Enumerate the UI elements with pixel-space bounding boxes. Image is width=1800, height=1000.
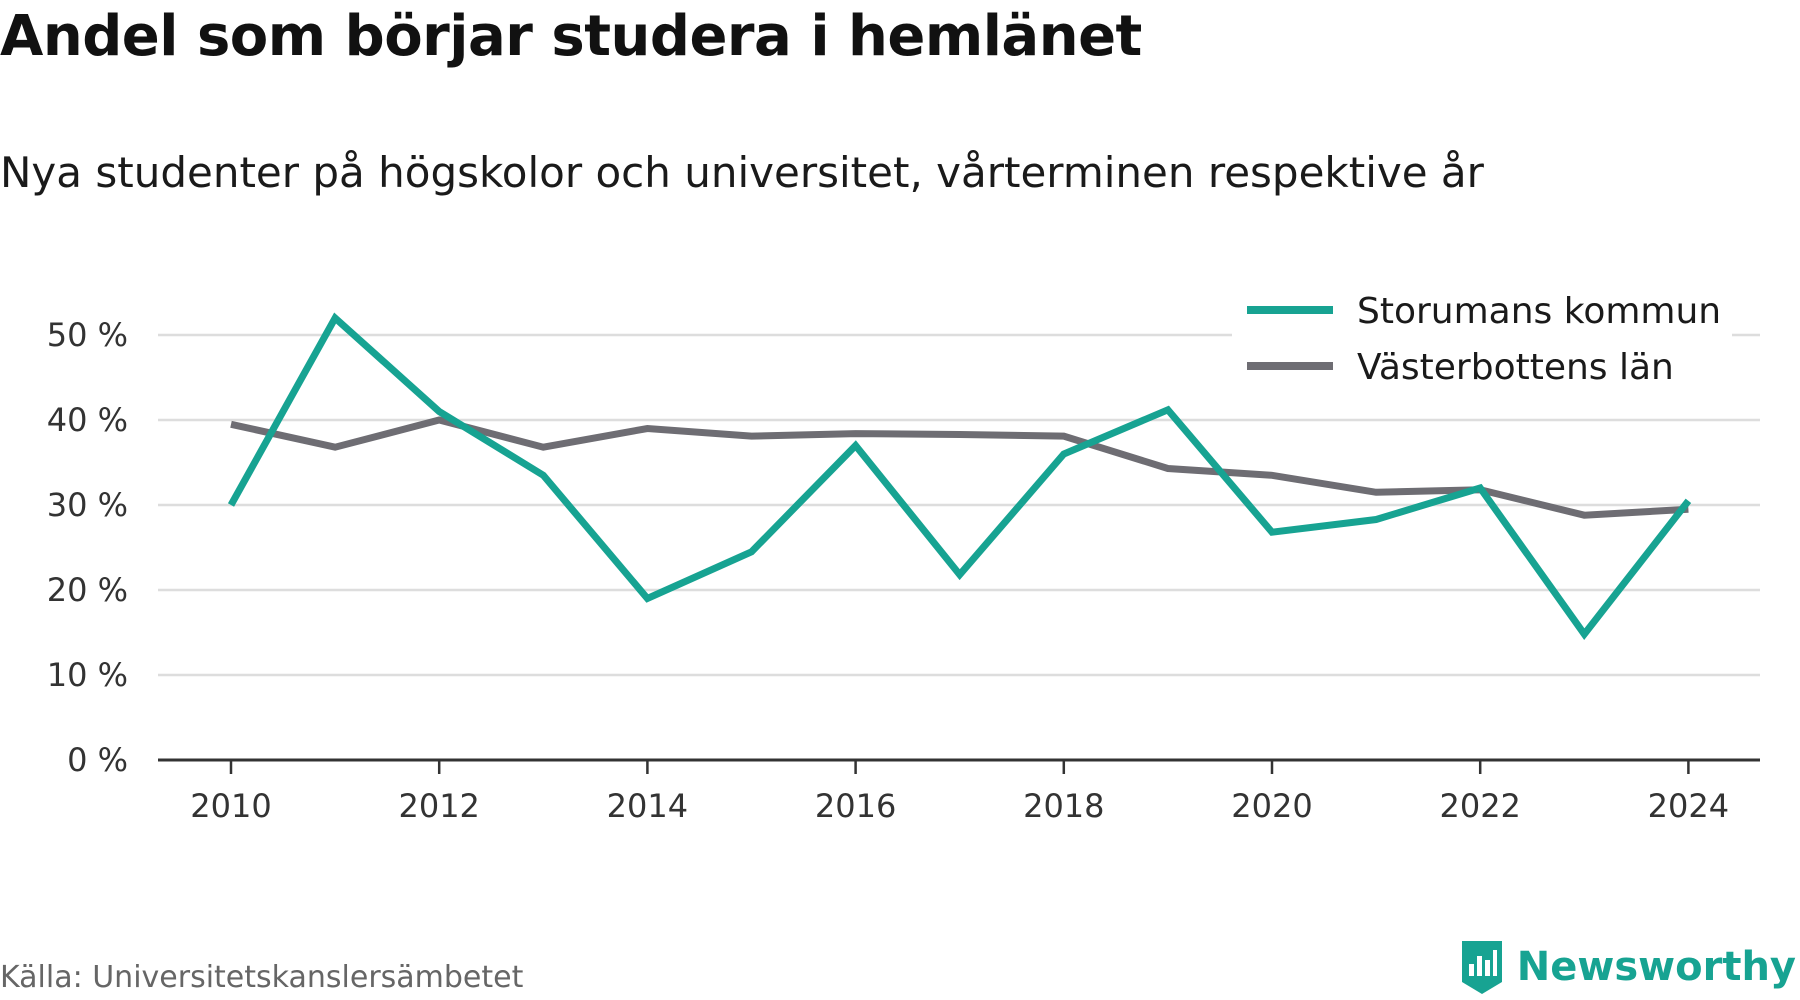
x-tick-label: 2020: [1231, 787, 1312, 825]
legend-label: Storumans kommun: [1357, 291, 1721, 332]
x-tick-label: 2016: [815, 787, 896, 825]
x-tick-label: 2014: [607, 787, 688, 825]
x-axis-labels: 2010 2012 2014 2016 2018 2020 2022 2024: [190, 787, 1729, 825]
y-tick-label: 50 %: [47, 316, 128, 354]
y-tick-label: 10 %: [47, 656, 128, 694]
line-chart: 0 % 10 % 20 % 30 % 40 % 50 % 2010 2012 2014 2016…: [46, 276, 1760, 825]
y-tick-label: 30 %: [47, 486, 128, 524]
x-axis: [158, 758, 1760, 774]
x-tick-label: 2012: [398, 787, 479, 825]
y-axis-labels: 0 % 10 % 20 % 30 % 40 % 50 %: [47, 316, 128, 779]
brand-logo: Newsworthy: [1459, 938, 1796, 996]
chart-title: Andel som börjar studera i hemlänet: [0, 4, 1142, 69]
series-line-1: [227, 312, 1692, 641]
newsworthy-logo-icon: [1461, 941, 1502, 994]
series-line-2: [230, 416, 1689, 519]
legend: Storumans kommun Västerbottens län: [1232, 276, 1732, 388]
source-note: Källa: Universitetskanslersämbetet: [0, 960, 524, 995]
y-tick-label: 40 %: [47, 401, 128, 439]
y-tick-label: 0 %: [67, 741, 128, 779]
x-tick-label: 2022: [1439, 787, 1520, 825]
series-lines: [227, 312, 1692, 641]
x-tick-label: 2024: [1648, 787, 1729, 825]
brand-name: Newsworthy: [1516, 944, 1796, 990]
chart-subtitle: Nya studenter på högskolor och universit…: [0, 148, 1484, 197]
x-tick-label: 2010: [190, 787, 271, 825]
legend-label: Västerbottens län: [1357, 347, 1674, 388]
x-tick-label: 2018: [1023, 787, 1104, 825]
y-tick-label: 20 %: [47, 571, 128, 609]
